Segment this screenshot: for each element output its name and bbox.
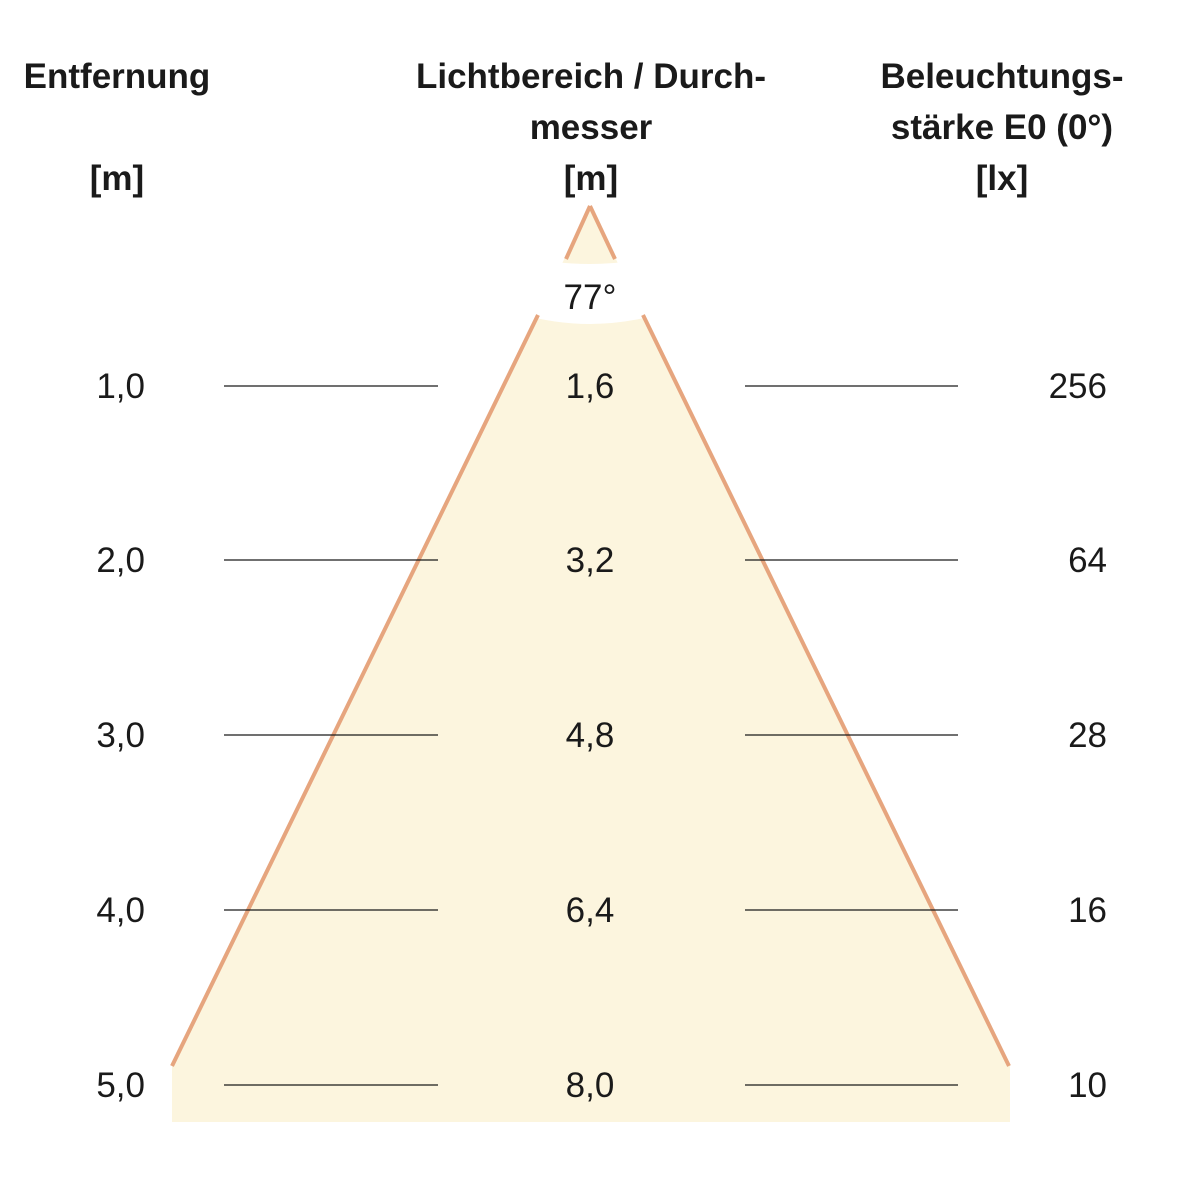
header-distance-unit: [m] bbox=[90, 159, 144, 198]
diameter-value: 8,0 bbox=[566, 1066, 615, 1105]
header-diameter: Lichtbereich / Durch- messer [m] bbox=[416, 57, 766, 198]
illuminance-value: 256 bbox=[1049, 367, 1107, 406]
diameter-value: 3,2 bbox=[566, 541, 615, 580]
header-distance: Entfernung [m] bbox=[24, 57, 211, 198]
table-row: 3,0 4,8 28 bbox=[96, 716, 1107, 755]
illuminance-value: 10 bbox=[1068, 1066, 1107, 1105]
distance-rows: 1,0 1,6 256 2,0 3,2 64 3,0 4,8 28 4,0 6,4 16 5,0 8,0 1… bbox=[96, 367, 1107, 1105]
header-diameter-line2: messer bbox=[530, 108, 653, 147]
distance-value: 4,0 bbox=[96, 891, 145, 930]
cone-edge-top-right bbox=[588, 205, 617, 260]
header-illuminance-line2: stärke E0 (0°) bbox=[891, 108, 1113, 147]
illuminance-value: 16 bbox=[1068, 891, 1107, 930]
header-illuminance: Beleuchtungs- stärke E0 (0°) [lx] bbox=[880, 57, 1123, 198]
header-illuminance-unit: [lx] bbox=[976, 159, 1029, 198]
distance-value: 3,0 bbox=[96, 716, 145, 755]
distance-value: 2,0 bbox=[96, 541, 145, 580]
header-diameter-line1: Lichtbereich / Durch- bbox=[416, 57, 766, 96]
light-cone bbox=[172, 206, 1010, 1122]
cone-edge-right bbox=[641, 314, 1011, 1067]
diameter-value: 4,8 bbox=[566, 716, 615, 755]
header-distance-line1: Entfernung bbox=[24, 57, 211, 96]
distance-value: 1,0 bbox=[96, 367, 145, 406]
angle-label-band bbox=[520, 256, 660, 324]
table-row: 5,0 8,0 10 bbox=[96, 1066, 1107, 1105]
header-diameter-unit: [m] bbox=[564, 159, 618, 198]
table-row: 1,0 1,6 256 bbox=[96, 367, 1107, 406]
beam-angle-label: 77° bbox=[564, 278, 617, 317]
cone-edge-left bbox=[170, 314, 540, 1067]
header-illuminance-line1: Beleuchtungs- bbox=[880, 57, 1123, 96]
distance-value: 5,0 bbox=[96, 1066, 145, 1105]
table-row: 4,0 6,4 16 bbox=[96, 891, 1107, 930]
cone-edge-top-left bbox=[564, 205, 592, 260]
illuminance-value: 28 bbox=[1068, 716, 1107, 755]
illuminance-value: 64 bbox=[1068, 541, 1107, 580]
table-row: 2,0 3,2 64 bbox=[96, 541, 1107, 580]
diameter-value: 1,6 bbox=[566, 367, 615, 406]
diameter-value: 6,4 bbox=[566, 891, 615, 930]
cone-edges bbox=[170, 205, 1011, 1067]
